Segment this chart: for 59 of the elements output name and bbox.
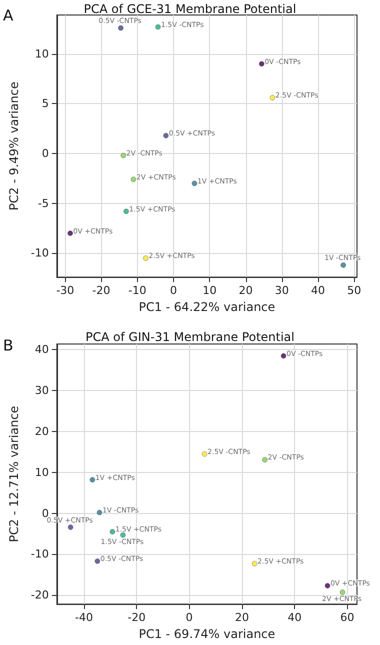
x-axis-title: PC1 - 69.74% variance — [138, 627, 276, 641]
y-tick-label: 30 — [34, 384, 49, 398]
x-tick-label: 50 — [347, 284, 362, 298]
point — [270, 95, 276, 100]
point — [340, 590, 346, 595]
x-tick-label: 10 — [202, 284, 217, 298]
text: B — [3, 336, 14, 354]
x-axis-title: PC1 - 64.22% variance — [138, 300, 276, 314]
point — [192, 180, 198, 186]
x-tick-label: 20 — [238, 284, 253, 298]
y-tick-label: 10 — [34, 47, 49, 60]
y-tick-label: 40 — [34, 343, 49, 356]
x-tick-label: 30 — [274, 284, 289, 298]
y-tick-label: 0 — [42, 506, 49, 520]
chart-title: PCA of GCE-31 Membrane Potential — [84, 2, 296, 16]
point — [258, 61, 264, 67]
x-tick-label: 60 — [340, 611, 354, 624]
x-tick-label: 0 — [186, 611, 193, 624]
point — [94, 558, 100, 564]
point — [262, 457, 268, 462]
x-tick-label: -20 — [128, 611, 146, 624]
point — [155, 24, 161, 30]
x-tick-label: 40 — [288, 611, 302, 624]
point — [163, 132, 169, 138]
y-tick-label: -5 — [38, 196, 49, 210]
x-tick-label: -30 — [56, 284, 74, 298]
y-tick-label: -10 — [30, 246, 49, 260]
x-tick-label: -10 — [128, 284, 146, 298]
x-tick-label: -20 — [92, 284, 110, 298]
point — [120, 532, 126, 538]
x-tick-label: -40 — [75, 611, 93, 624]
y-axis-title: PC2 - 9.49% variance — [7, 82, 21, 210]
point — [120, 152, 126, 158]
point — [324, 583, 330, 588]
x-tick-label: 40 — [310, 284, 325, 298]
x-tick-label: 20 — [234, 611, 249, 624]
point — [340, 262, 346, 268]
y-tick-label: 10 — [34, 466, 49, 479]
point — [280, 353, 286, 359]
chart-title: PCA of GIN-31 Membrane Potential — [86, 330, 294, 344]
y-tick-label: 20 — [34, 425, 49, 438]
y-axis-title: PC2 - 12.71% variance — [7, 406, 21, 542]
point — [110, 529, 116, 534]
point — [143, 255, 148, 261]
y-tick-label: 5 — [42, 97, 49, 110]
point — [90, 477, 96, 482]
y-tick-label: 0 — [42, 147, 49, 160]
point — [68, 524, 74, 530]
point — [130, 176, 136, 182]
x-tick-label: 0 — [170, 284, 178, 298]
point — [252, 560, 258, 566]
point — [96, 510, 102, 516]
point — [124, 208, 129, 214]
point — [202, 451, 208, 457]
text: A — [3, 6, 14, 24]
point — [68, 230, 73, 236]
point — [118, 25, 124, 31]
y-tick-label: -20 — [30, 588, 49, 602]
y-tick-label: -10 — [30, 548, 49, 561]
